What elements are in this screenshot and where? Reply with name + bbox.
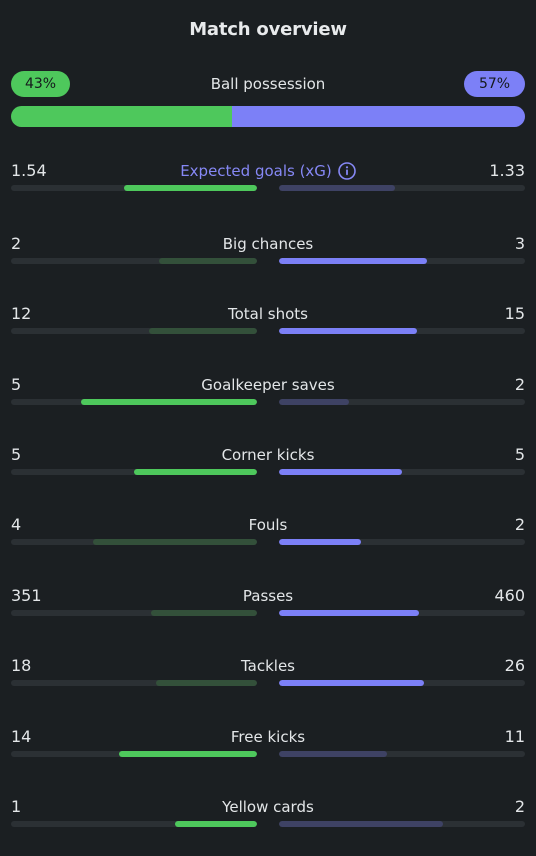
away-stat-track [279,610,525,616]
home-value: 5 [11,375,22,394]
home-stat-bar [148,328,257,334]
stat-label-text: Corner kicks [221,446,315,464]
away-stat-bar [279,185,395,191]
home-value: 14 [11,727,32,746]
home-stat-track [11,610,257,616]
home-stat-bar [151,610,257,616]
away-stat-bar [279,751,388,757]
home-stat-track [11,328,257,334]
home-stat-bar [93,539,257,545]
page-title: Match overview [189,19,347,40]
home-value: 4 [11,515,22,534]
stat-row: 1.54 Expected goals (xG) 1.33 [11,161,525,201]
away-value: 2 [514,515,525,534]
home-stat-bar [174,821,257,827]
away-stat-track [279,821,525,827]
home-stat-bar [156,680,257,686]
away-value: 15 [504,304,525,323]
away-value: 460 [494,586,525,605]
stat-row: 14 Free kicks 11 [11,727,525,767]
home-stat-bar [124,185,257,191]
stat-label-text: Passes [242,587,294,605]
away-stat-track [279,680,525,686]
away-stat-bar [279,610,420,616]
away-possession-segment [232,106,525,127]
away-stat-track [279,539,525,545]
stat-row: 12 Total shots 15 [11,304,525,344]
possession-label: Ball possession [210,75,326,93]
stat-label: Total shots [11,304,525,324]
away-value: 26 [504,656,525,675]
home-value: 18 [11,656,32,675]
stat-row: 5 Corner kicks 5 [11,445,525,485]
home-value: 2 [11,234,22,253]
stat-row: 1 Yellow cards 2 [11,797,525,837]
home-value: 351 [11,586,42,605]
away-value: 11 [504,727,525,746]
away-stat-bar [279,821,443,827]
stat-label: Corner kicks [11,445,525,465]
home-stat-track [11,680,257,686]
home-value: 1 [11,797,22,816]
possession-bar [11,106,525,127]
away-value: 2 [514,797,525,816]
stat-label-text: Yellow cards [222,798,314,816]
possession-header: Ball possession 43% 57% [11,71,525,97]
home-stat-track [11,258,257,264]
stat-label: Passes [11,586,525,606]
stat-label-text: Big chances [222,235,314,253]
away-stat-bar [279,399,350,405]
away-stat-bar [279,258,427,264]
stat-label: Yellow cards [11,797,525,817]
home-stat-bar [81,399,257,405]
home-possession-segment [11,106,233,127]
away-possession-badge: 57% [464,71,525,97]
info-icon[interactable] [337,162,356,180]
home-stat-track [11,751,257,757]
away-stat-bar [279,539,362,545]
stat-row: 4 Fouls 2 [11,515,525,555]
stat-label-text: Fouls [248,516,288,534]
stat-row: 2 Big chances 3 [11,234,525,274]
stat-label: Big chances [11,234,525,254]
stat-label: Goalkeeper saves [11,375,525,395]
home-stat-track [11,469,257,475]
home-possession-badge: 43% [11,71,70,97]
stat-row: 351 Passes 460 [11,586,525,626]
home-value: 5 [11,445,22,464]
away-stat-track [279,399,525,405]
away-value: 2 [514,375,525,394]
home-value: 1.54 [11,161,47,180]
stat-label-text: Tackles [240,657,296,675]
home-stat-bar [158,258,257,264]
away-stat-bar [279,680,425,686]
home-stat-bar [119,751,257,757]
stat-row: 5 Goalkeeper saves 2 [11,375,525,415]
stat-label[interactable]: Expected goals (xG) [11,161,525,181]
away-stat-track [279,258,525,264]
home-stat-track [11,399,257,405]
stat-label-text: Total shots [228,305,308,323]
home-stat-track [11,821,257,827]
stat-label-text: Goalkeeper saves [201,376,335,394]
stat-label: Fouls [11,515,525,535]
away-stat-track [279,751,525,757]
stat-label: Free kicks [11,727,525,747]
home-stat-track [11,185,257,191]
away-value: 3 [514,234,525,253]
home-value: 12 [11,304,32,323]
away-value: 1.33 [489,161,525,180]
away-stat-track [279,469,525,475]
home-stat-bar [134,469,257,475]
away-stat-track [279,328,525,334]
away-stat-bar [279,328,417,334]
stat-row: 18 Tackles 26 [11,656,525,696]
stat-label-text: Expected goals (xG) [180,162,332,180]
stat-label-text: Free kicks [230,728,306,746]
stat-label: Tackles [11,656,525,676]
away-stat-bar [279,469,402,475]
away-value: 5 [514,445,525,464]
away-stat-track [279,185,525,191]
home-stat-track [11,539,257,545]
